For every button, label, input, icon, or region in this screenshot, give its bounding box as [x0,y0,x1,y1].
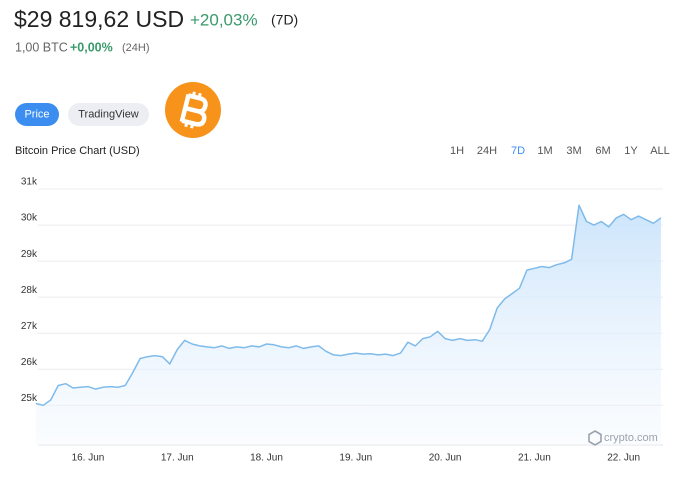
change-period: (7D) [271,12,298,28]
price-line [35,204,662,407]
y-tick-label: 29k [21,249,38,260]
range-button[interactable]: 1M [537,145,552,157]
tab-button[interactable] [15,103,59,126]
btc-change: +0,00% [70,40,113,54]
range-button[interactable]: 1Y [624,145,638,157]
x-tick-label: 20. Jun [429,453,462,464]
y-tick-label: 28k [21,285,38,296]
x-tick-label: 16. Jun [72,453,105,464]
y-tick-label: 30k [21,213,38,224]
x-tick-label: 21. Jun [518,453,551,464]
range-button[interactable]: 7D [511,145,525,157]
btc-change-period: (24H) [122,42,150,54]
range-button[interactable]: 24H [477,145,497,157]
y-tick-label: 27k [21,321,38,332]
y-tick-label: 26k [21,357,38,368]
tab-label[interactable]: TradingView [78,108,139,120]
range-button[interactable]: 3M [566,145,581,157]
x-tick-label: 17. Jun [161,453,194,464]
price: $29 819,62 USD [14,6,184,32]
y-tick-label: 25k [21,393,38,404]
watermark-text: crypto.com [604,432,658,444]
bitcoin-logo [165,82,221,138]
tab-label[interactable]: Price [24,108,49,120]
y-tick-label: 31k [21,177,38,188]
range-button[interactable]: 6M [595,145,610,157]
x-tick-label: 22. Jun [607,453,640,464]
area-fill [35,205,661,445]
price-change: +20,03% [190,10,258,29]
tab-button[interactable] [68,103,149,126]
x-tick-label: 19. Jun [339,453,372,464]
range-button[interactable]: 1H [450,145,464,157]
range-button[interactable]: ALL [650,145,670,157]
watermark: crypto.com [588,430,658,446]
x-tick-label: 18. Jun [250,453,283,464]
chart-title: Bitcoin Price Chart (USD) [15,145,140,157]
btc-amount: 1,00 BTC [15,40,68,54]
